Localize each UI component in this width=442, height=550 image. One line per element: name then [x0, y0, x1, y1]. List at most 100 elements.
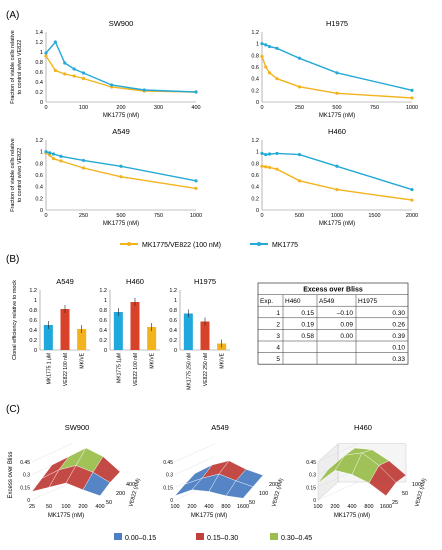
y-tick-label: 1	[174, 298, 177, 304]
z-axis-label: Excess over Bliss	[8, 451, 14, 498]
y-tick-label: 0.2	[99, 338, 107, 344]
data-point	[48, 151, 52, 155]
data-point	[81, 71, 86, 75]
data-point	[51, 157, 56, 161]
x-tick-label: MK1775 1 μM	[46, 353, 52, 384]
data-point	[267, 165, 272, 170]
x-tick-label: 0	[260, 213, 263, 219]
data-point	[59, 154, 63, 158]
bar	[60, 309, 70, 350]
data-point	[63, 72, 67, 76]
legend-a-combo: MK1775/VE822 (100 nM)	[142, 242, 221, 249]
z-tick-label: 0.15	[306, 485, 316, 491]
x-tick-label: 400	[347, 504, 356, 510]
y-tick-label: 0.2	[29, 338, 37, 344]
data-point	[267, 71, 272, 75]
x-tick-label: 1600	[380, 504, 392, 510]
x-tick-label: 1000	[406, 105, 418, 111]
x-tick-label: 500	[116, 213, 125, 219]
data-point	[194, 90, 198, 94]
table-cell: 0.15	[301, 310, 314, 317]
bar	[183, 313, 193, 350]
data-point	[275, 77, 279, 81]
y-tick-label: 1	[104, 298, 107, 304]
y-tick-label: 0.2	[251, 196, 259, 202]
z-tick-label: 0.3	[166, 473, 173, 479]
gridline	[31, 481, 73, 501]
x-tick-label: 100	[79, 105, 88, 111]
x-tick-label: 400	[204, 504, 213, 510]
y-tick-label: 0.2	[169, 338, 177, 344]
y-tick-label: 1	[34, 298, 37, 304]
z-tick-label: 0.15	[20, 485, 30, 491]
y-tick-label: 0	[256, 100, 259, 106]
table-cell: 5	[276, 356, 280, 363]
y-tick-label: 0.8	[251, 53, 259, 59]
y-tick-label: 1.2	[29, 288, 37, 294]
y-tick-label: 0.4	[251, 185, 259, 191]
data-point	[72, 67, 76, 71]
data-point	[335, 187, 339, 192]
line-chart-a549: A549 0 0.2 0.4 0.6 0.8 1 1.2 0 250 500 750 1000 MK177…	[10, 127, 202, 227]
x-tick-label: MK1775 250 nM	[186, 353, 192, 390]
gridline	[317, 443, 359, 462]
line-chart-h1975: H1975 0 0.2 0.4 0.6 0.8 1 1.2 0 250 500 750 1000 MK17…	[251, 19, 418, 119]
y-tick-label: 0.8	[251, 161, 259, 167]
data-point	[119, 164, 123, 168]
y-tick-label: 0	[40, 208, 43, 214]
x-axis-label: MK1775 (nM)	[334, 513, 370, 519]
data-point	[44, 150, 48, 154]
x-tick-label: 1600	[237, 504, 249, 510]
y-tick-label: 0.8	[35, 60, 43, 66]
chart-title: A549	[211, 423, 229, 432]
y-tick-label: 1	[40, 50, 43, 56]
data-point	[267, 152, 272, 156]
panel-label-b: (B)	[6, 254, 19, 265]
y-tick-label: 0.4	[35, 80, 43, 86]
data-point	[297, 56, 302, 60]
chart-title: SW900	[65, 423, 90, 432]
x-axis-label: MK1775 (nM)	[48, 513, 84, 519]
y-tick-label: 1.2	[251, 138, 259, 144]
z-tick-label: 0	[170, 498, 173, 504]
series-line	[261, 43, 413, 91]
x-tick-label: 200	[330, 504, 339, 510]
y-tick-label: 0	[40, 100, 43, 106]
data-point	[335, 91, 339, 95]
bar	[43, 325, 53, 350]
y-tick-label: 1.2	[35, 138, 43, 144]
y-tick-label: 0.6	[35, 173, 43, 179]
data-point	[335, 164, 339, 168]
table-cell: 3	[276, 333, 280, 340]
y-tick-label: 1.2	[169, 288, 177, 294]
x-tick-label: 25	[29, 504, 35, 510]
x-axis-label: MK1775 (nM)	[319, 113, 355, 119]
y-tick-label: 100	[412, 482, 421, 488]
x-tick-label: 250	[79, 213, 88, 219]
table-cell: 0.58	[301, 333, 314, 340]
y-tick-label: 0.6	[169, 318, 177, 324]
data-point	[48, 153, 52, 157]
data-point	[53, 68, 57, 73]
table-cell: 0.33	[392, 356, 405, 363]
y-tick-label: 50	[106, 500, 112, 506]
z-tick-label: 0.45	[163, 460, 173, 466]
data-point	[260, 42, 264, 46]
x-tick-label: MK/VE	[80, 352, 86, 368]
z-tick-label: 0.3	[23, 473, 30, 479]
line-chart-sw900: SW900 0 0.2 0.4 0.6 0.8 1 1.2 1.4 0 100 200 300 400 MK…	[10, 19, 201, 119]
y-tick-label: 1	[40, 150, 43, 156]
x-tick-label: 500	[332, 105, 341, 111]
series-line	[45, 40, 197, 93]
y-tick-label: 50	[402, 491, 408, 497]
series-line	[45, 55, 197, 93]
data-point	[44, 51, 48, 55]
y-tick-label: 0.6	[99, 318, 107, 324]
x-tick-label: 1500	[368, 213, 380, 219]
data-point	[194, 186, 198, 191]
data-point	[297, 85, 302, 89]
x-tick-label: 200	[116, 105, 125, 111]
data-point	[260, 151, 264, 156]
y-tick-label: 0.6	[35, 70, 43, 76]
